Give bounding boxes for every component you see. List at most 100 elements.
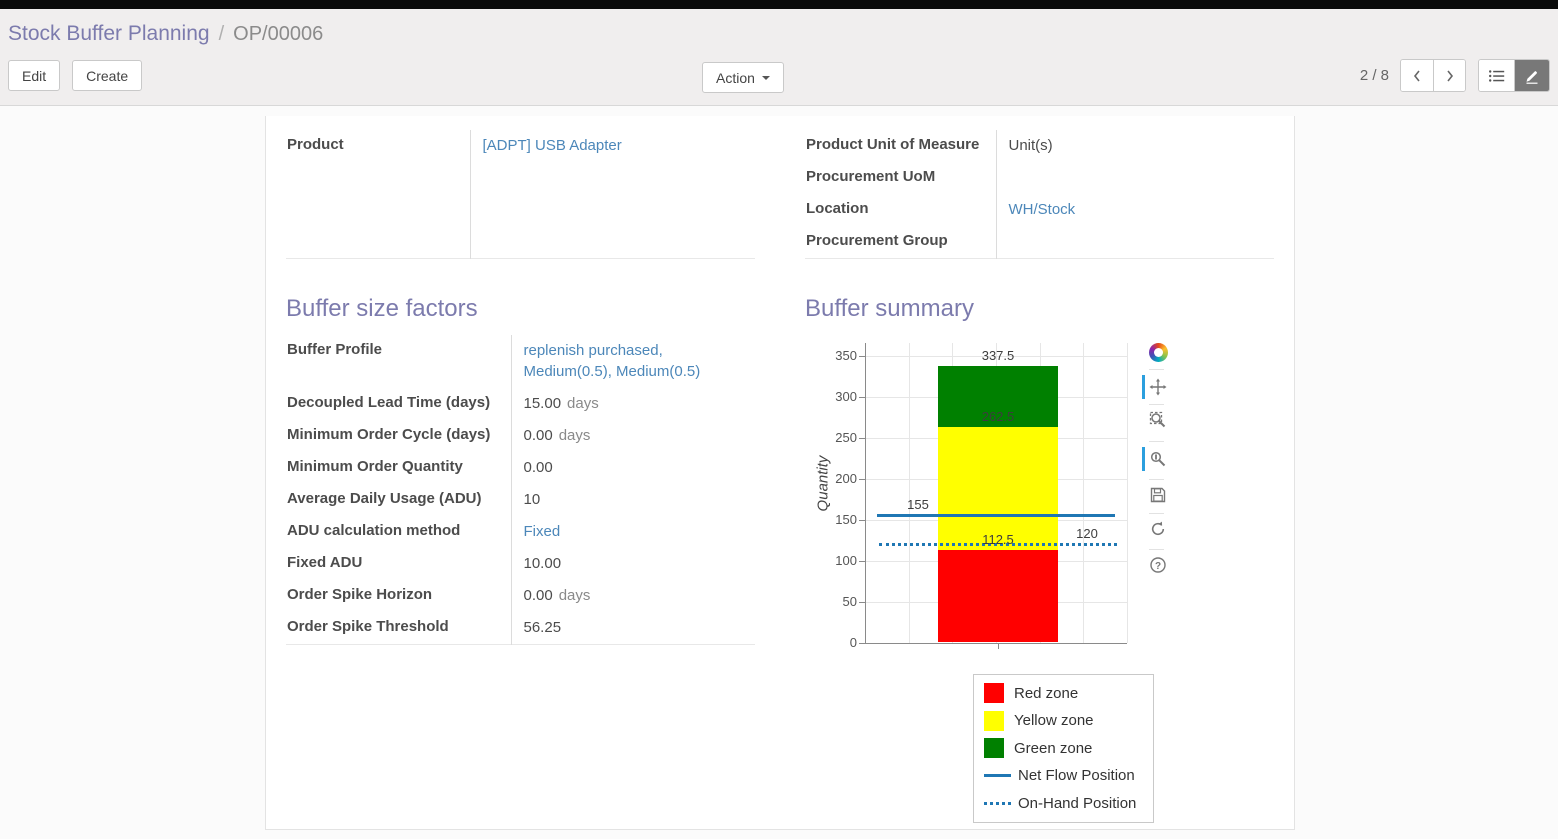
legend-label: Green zone [1014, 739, 1093, 757]
x-axis-line [865, 642, 1127, 644]
control-panel: Stock Buffer Planning / OP/00006 Edit Crea… [0, 9, 1558, 106]
buffer-size-factors-section: Buffer size factors Buffer Profile replen… [286, 295, 755, 824]
field-row: Location WH/Stock [805, 194, 1274, 226]
pager-next-button[interactable] [1433, 60, 1465, 91]
field-row: Minimum Order Cycle (days) 0.00 days [286, 419, 755, 452]
legend-swatch-square [984, 738, 1004, 759]
field-row: ADU calculation method Fixed [286, 515, 755, 548]
edit-button[interactable]: Edit [8, 60, 61, 91]
field-text: Unit(s) [1008, 137, 1053, 154]
legend-item: Green zone [984, 735, 1143, 763]
breadcrumb-current: OP/00006 [233, 23, 324, 45]
view-switcher [1478, 59, 1550, 92]
bokeh-logo-icon[interactable] [1148, 343, 1168, 363]
product-group: Product [ADPT] USB Adapter [286, 130, 755, 259]
field-text: 15.00 [523, 394, 562, 412]
field-link[interactable]: WH/Stock [1008, 201, 1076, 218]
field-text: 0.00 [523, 458, 553, 476]
field-value [996, 162, 1274, 194]
field-label: Procurement Group [805, 226, 997, 258]
field-label: Average Daily Usage (ADU) [286, 483, 512, 516]
field-link[interactable]: replenish purchased, Medium(0.5), Medium… [523, 341, 701, 380]
field-row: Minimum Order Quantity 0.00 [286, 451, 755, 484]
legend-label: Red zone [1014, 684, 1079, 702]
pager-prev-button[interactable] [1401, 60, 1433, 91]
top-nav-bar [0, 0, 1558, 9]
main-sections: Buffer size factors Buffer Profile replen… [286, 294, 1274, 824]
field-unit: days [567, 394, 599, 412]
field-label: Buffer Profile [286, 334, 512, 388]
field-value: 0.00 days [511, 420, 755, 452]
field-label: Product [286, 130, 471, 258]
field-label: ADU calculation method [286, 515, 512, 548]
field-text: 56.25 [523, 618, 562, 636]
uom-location-group: Product Unit of Measure Unit(s) Procuremen… [805, 130, 1274, 259]
field-value: Fixed [511, 516, 755, 548]
field-value: 10.00 [511, 548, 755, 580]
chart-bar-yellow-zone [938, 427, 1058, 551]
buffer-summary-section: Buffer summary Quantity [805, 294, 1274, 823]
pan-active-indicator [1142, 374, 1145, 399]
y-tick-label: 250 [835, 429, 857, 445]
field-text: 0.00 [523, 426, 553, 444]
legend-swatch-line [984, 774, 1011, 778]
create-button[interactable]: Create [72, 60, 143, 91]
y-axis-line [865, 342, 866, 643]
y-tick-label: 350 [835, 347, 857, 363]
legend-item: Net Flow Position [984, 762, 1143, 790]
legend-swatch-square [984, 710, 1004, 731]
help-icon[interactable]: ? [1148, 555, 1168, 575]
list-view-button[interactable] [1479, 60, 1514, 91]
field-value: WH/Stock [996, 194, 1274, 226]
list-view-icon [1489, 69, 1505, 82]
chart-line-on-hand-position [879, 543, 1117, 547]
y-tick-label: 0 [849, 634, 857, 650]
action-dropdown-button[interactable]: Action [702, 62, 784, 93]
box-zoom-icon[interactable] [1148, 410, 1168, 430]
field-row: Product [ADPT] USB Adapter [286, 130, 755, 258]
field-link[interactable]: [ADPT] USB Adapter [482, 137, 622, 154]
chart-bar-green-zone [938, 365, 1058, 428]
field-label: Product Unit of Measure [805, 130, 997, 162]
form-view-button[interactable] [1514, 60, 1549, 91]
field-label: Minimum Order Quantity [286, 451, 512, 484]
field-unit: days [558, 426, 591, 444]
chart-line-net-flow-position [877, 514, 1115, 518]
legend-item: On-Hand Position [984, 790, 1143, 818]
chart-value-label: 112.5 [982, 532, 1014, 548]
legend-item: Red zone [984, 680, 1143, 708]
field-link[interactable]: Fixed [523, 522, 561, 540]
next-arrow-icon [1446, 70, 1453, 81]
chart-bar-red-zone [938, 550, 1058, 643]
reset-icon[interactable] [1148, 519, 1168, 539]
breadcrumb-parent-link[interactable]: Stock Buffer Planning [8, 22, 210, 45]
toolbar-right-tools: 2 / 8 [1360, 59, 1550, 92]
legend-label: Net Flow Position [1018, 767, 1135, 785]
pager-buttons [1400, 59, 1466, 92]
field-row: Procurement UoM [805, 162, 1274, 194]
wheel-zoom-active-indicator [1142, 446, 1145, 471]
y-tick-label: 100 [835, 552, 857, 568]
y-tick-mark [859, 642, 865, 644]
chart-value-label: 120 [1076, 526, 1098, 542]
field-value: 0.00 days [511, 580, 755, 612]
save-icon[interactable] [1148, 485, 1168, 505]
field-text: 10.00 [523, 554, 562, 572]
field-label: Order Spike Horizon [286, 579, 512, 612]
y-tick-mark [859, 437, 865, 439]
field-row: Decoupled Lead Time (days) 15.00 days [286, 387, 755, 420]
legend-label: Yellow zone [1014, 712, 1094, 730]
wheel-zoom-icon[interactable] [1148, 449, 1168, 469]
form-view-icon [1526, 70, 1538, 84]
pan-icon[interactable] [1148, 377, 1168, 397]
chevron-down-icon [761, 75, 770, 80]
field-value: Unit(s) [996, 130, 1274, 162]
field-value: 56.25 [511, 612, 755, 645]
form-toolbar: Edit Create Action 2 / 8 [0, 52, 1558, 105]
buffer-factors-group: Buffer Profile replenish purchased, Mediu… [286, 334, 755, 645]
field-text: 0.00 [523, 586, 553, 604]
field-row: Average Daily Usage (ADU) 10 [286, 483, 755, 516]
section-heading-buffer-summary: Buffer summary [805, 294, 974, 322]
gridline [908, 342, 910, 643]
field-row: Order Spike Threshold 56.25 [286, 611, 755, 645]
